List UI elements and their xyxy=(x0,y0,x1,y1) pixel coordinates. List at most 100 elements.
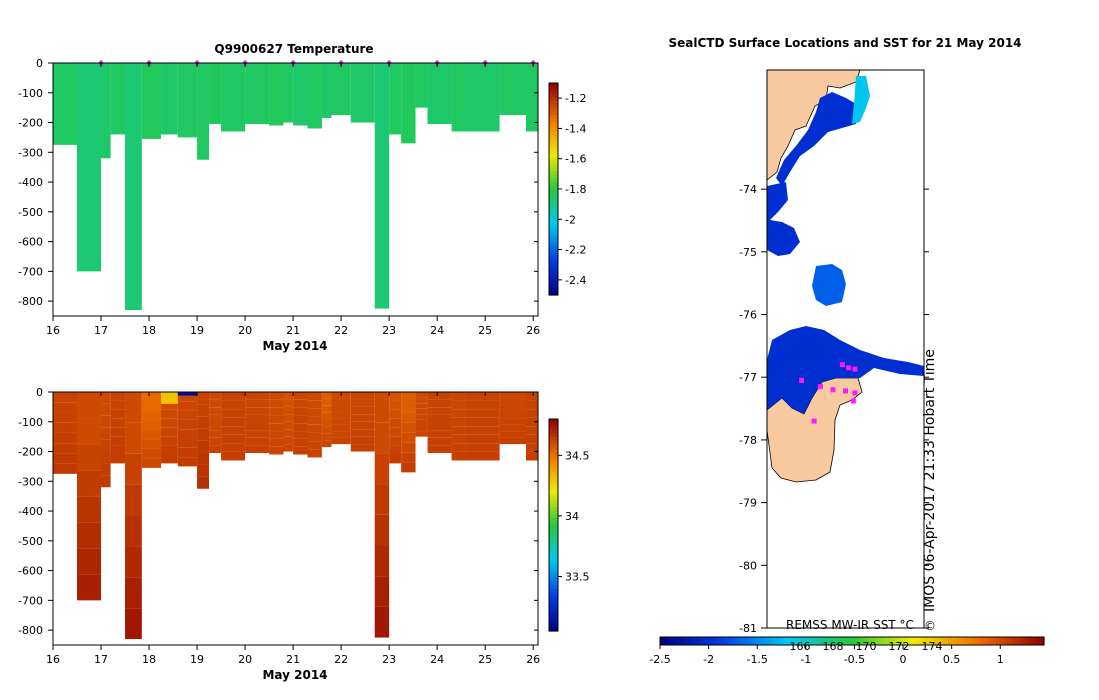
salinity-colorbar-step-22 xyxy=(549,496,558,501)
salinity-profile-15-segment-4 xyxy=(307,424,322,433)
salinity-profile-13-segment-0 xyxy=(283,392,294,400)
map-colorbar-step-68 xyxy=(986,637,992,645)
salinity-colorbar-step-46 xyxy=(549,581,558,586)
temperature-profile-23 xyxy=(427,63,452,125)
map-colorbar-step-33 xyxy=(818,637,824,645)
salinity-profile-21-segment-1 xyxy=(401,402,416,413)
map-colorbar-step-72 xyxy=(1005,637,1011,645)
salinity-profile-6-segment-3 xyxy=(161,418,178,428)
salinity-profile-21-segment-3 xyxy=(401,422,416,433)
salinity-profile-14-segment-5 xyxy=(293,431,308,439)
salinity-profile-5-segment-7 xyxy=(141,458,162,468)
map-colorbar-step-58 xyxy=(938,637,944,645)
salinity-profile-8-segment-6 xyxy=(197,464,210,477)
salinity-colorbar-step-0 xyxy=(549,419,558,424)
salinity-colorbar-step-10 xyxy=(549,454,558,459)
map-colorbar-step-14 xyxy=(727,637,733,645)
map-colorbar-step-65 xyxy=(972,637,978,645)
salinity-profile-4-segment-4 xyxy=(125,515,142,547)
temperature-colorbar-step-58 xyxy=(549,287,558,293)
map-colorbar-step-9 xyxy=(703,637,709,645)
salinity-colorbar-step-9 xyxy=(549,450,558,455)
salinity-colorbar-step-27 xyxy=(549,514,558,519)
salinity-profile-5-segment-0 xyxy=(141,392,162,402)
temperature-profile-10 xyxy=(221,63,246,132)
map-lon-label-1: 168 xyxy=(823,640,844,653)
salinity-profile-27-segment-2 xyxy=(525,409,538,418)
map-colorbar-step-28 xyxy=(794,637,800,645)
salinity-profile-6-segment-4 xyxy=(161,427,178,437)
temperature-colorbar-step-14 xyxy=(549,132,558,137)
map-colorbar-step-56 xyxy=(928,637,935,645)
salinity-profile-27-segment-0 xyxy=(525,392,538,401)
map-colorbar-step-0 xyxy=(660,637,666,645)
temperature-colorbar-step-9 xyxy=(549,114,558,119)
temperature-y-tick-label-0: 0 xyxy=(36,57,43,70)
temperature-colorbar-step-56 xyxy=(549,280,558,285)
temperature-colorbar-step-38 xyxy=(549,217,558,222)
salinity-colorbar-step-34 xyxy=(549,539,558,544)
temperature-profile-25 xyxy=(465,63,500,132)
salinity-profile-17-segment-4 xyxy=(331,418,351,425)
salinity-profile-14-segment-7 xyxy=(293,446,308,455)
sst-map-chart: SealCTD Surface Locations and SST for 21… xyxy=(649,36,1045,666)
salinity-y-tick-label-6: -600 xyxy=(18,565,43,578)
salinity-profile-4-segment-2 xyxy=(125,453,142,485)
temperature-colorbar-step-19 xyxy=(549,150,558,155)
salinity-colorbar-step-36 xyxy=(549,546,558,551)
salinity-x-tick-label-9: 25 xyxy=(478,653,492,666)
temperature-colorbar-step-11 xyxy=(549,121,558,126)
temperature-colorbar-step-2 xyxy=(549,90,558,95)
temperature-y-tick-label-5: -500 xyxy=(18,206,43,219)
salinity-profile-4-segment-6 xyxy=(125,577,142,609)
salinity-profile-25-segment-2 xyxy=(465,409,500,418)
salinity-profile-3-segment-3 xyxy=(110,418,126,428)
salinity-profile-2-segment-1 xyxy=(101,403,111,416)
salinity-profile-20-segment-4 xyxy=(389,427,402,437)
map-colorbar-step-78 xyxy=(1034,637,1040,645)
temperature-profile-8 xyxy=(197,63,210,160)
map-y-tick-label-6: -80 xyxy=(739,559,757,572)
temperature-colorbar-step-1 xyxy=(549,86,558,91)
salinity-profile-16-segment-0 xyxy=(321,392,332,399)
map-sst-ross-sea-ice-shelf-front xyxy=(767,326,924,414)
temperature-profile-27 xyxy=(525,63,538,132)
temperature-x-tick-label-5: 21 xyxy=(286,324,300,337)
salinity-profile-3-segment-2 xyxy=(110,409,126,419)
salinity-colorbar-step-26 xyxy=(549,510,558,515)
map-colorbar-step-7 xyxy=(693,637,699,645)
temperature-profile-9 xyxy=(209,63,222,125)
salinity-profile-13-segment-2 xyxy=(283,406,294,415)
salinity-profile-15-segment-0 xyxy=(307,392,322,401)
map-sst-ross-sea-strip-north xyxy=(776,92,856,186)
salinity-colorbar-step-15 xyxy=(549,472,558,477)
salinity-y-tick-label-1: -100 xyxy=(18,416,43,429)
map-colorbar-step-46 xyxy=(880,637,887,645)
map-colorbar-step-45 xyxy=(876,637,882,645)
salinity-profile-22-segment-6 xyxy=(415,425,428,432)
map-lon-label-4: 174 xyxy=(922,640,943,653)
salinity-profile-2-segment-5 xyxy=(101,451,111,464)
map-seal-location-8 xyxy=(850,398,856,404)
salinity-profile-7-segment-2 xyxy=(177,410,198,420)
salinity-colorbar-step-3 xyxy=(549,429,558,434)
salinity-profile-15-segment-5 xyxy=(307,432,322,442)
salinity-profile-17-segment-1 xyxy=(331,398,351,406)
map-lon-label-2: 170 xyxy=(856,640,877,653)
map-copyright: © xyxy=(924,619,936,633)
salinity-profile-24-segment-6 xyxy=(451,443,466,452)
temperature-colorbar-step-44 xyxy=(549,238,558,243)
salinity-colorbar-step-41 xyxy=(549,563,558,568)
salinity-profile-25-segment-6 xyxy=(465,443,500,452)
salinity-profile-21-segment-7 xyxy=(401,462,416,473)
salinity-profile-14-segment-2 xyxy=(293,407,308,416)
salinity-profile-3-segment-5 xyxy=(110,436,126,446)
salinity-profile-20-segment-5 xyxy=(389,436,402,446)
salinity-colorbar-step-12 xyxy=(549,461,558,466)
salinity-colorbar-step-17 xyxy=(549,479,558,484)
temperature-colorbar-step-18 xyxy=(549,146,558,151)
map-y-tick-label-2: -76 xyxy=(739,309,757,322)
salinity-profile-22-segment-7 xyxy=(415,431,428,437)
temperature-colorbar-step-21 xyxy=(549,157,558,162)
temperature-colorbar-step-6 xyxy=(549,104,558,109)
